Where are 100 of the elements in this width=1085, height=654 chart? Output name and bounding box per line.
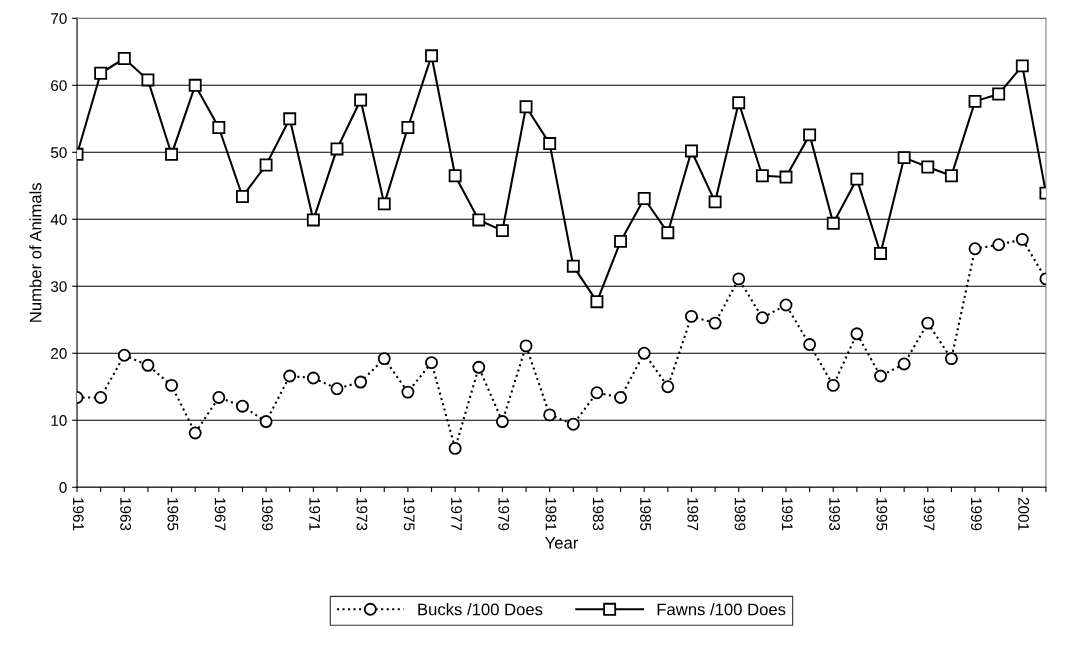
y-tick-label: 30 [50,281,67,292]
point [779,170,793,184]
x-tick-label: 1973 [356,498,368,531]
point [141,73,155,87]
x-tick-label: 1987 [687,498,699,531]
point [850,327,864,341]
point [803,338,817,352]
x-tick-label: 2001 [1018,497,1030,531]
x-tick-label: 1965 [167,498,179,531]
x-tick-label: 1963 [120,498,132,531]
point [472,213,486,227]
point [897,151,911,165]
point [708,316,722,330]
point [637,346,651,360]
point [354,93,368,107]
point [566,417,580,431]
point [685,309,698,323]
point [874,246,887,260]
x-tick-label: 1971 [309,498,321,531]
x-tick-label: 1991 [781,498,793,531]
point [755,169,769,183]
point [850,172,864,186]
point [543,408,557,422]
x-tick-label: 1997 [923,498,935,531]
point [117,348,131,362]
point [188,426,202,440]
point [543,137,557,151]
point [826,216,840,230]
point [377,352,391,366]
point [259,415,273,429]
y-tick-label: 10 [51,415,67,426]
point [1015,232,1029,246]
y-tick-label: 50 [50,147,67,158]
x-tick-label: 1989 [734,498,746,531]
point [188,78,202,92]
point [944,169,958,183]
point [732,96,746,110]
point [921,316,935,330]
point [590,295,604,309]
x-tick-label: 1969 [261,498,273,531]
y-axis-title: Number of Animals [29,182,42,322]
x-tick-label: 1983 [592,498,604,531]
x-tick-label: 1975 [403,498,415,531]
x-tick-label: 1999 [970,498,982,531]
point [897,357,911,371]
point [661,380,675,394]
point [944,352,958,366]
y-tick-label: 40 [50,214,67,225]
x-tick-label: 1977 [451,498,462,531]
point [685,144,698,158]
x-tick-label: 1993 [829,498,840,531]
point [212,121,226,134]
point [306,371,320,385]
y-tick-label: 0 [59,482,67,493]
point [495,415,509,429]
point [448,441,462,455]
x-tick-label: 1981 [545,498,557,531]
point [968,94,982,108]
point [401,385,415,399]
point [425,49,438,63]
point [732,272,746,286]
point [306,213,320,227]
x-tick-label: 1961 [72,498,84,531]
point [330,142,344,156]
point [354,375,368,389]
point [330,382,344,396]
point [212,391,226,404]
point [921,160,935,174]
x-tick-label: 1985 [640,498,651,531]
point [283,369,297,383]
point [874,369,887,383]
point [1015,59,1029,73]
point [235,399,249,413]
point [779,298,793,312]
point [803,128,817,142]
point [165,378,179,392]
point [283,112,297,126]
y-tick-label: 20 [51,348,67,359]
point [614,391,628,404]
legend-label: Bucks /100 Does [418,603,543,616]
point [826,378,840,392]
x-tick-label: 1967 [214,498,226,531]
point [566,259,580,273]
x-axis-title: Year [545,537,579,549]
point [755,311,769,325]
y-tick-label: 60 [51,80,67,91]
point [165,147,179,161]
point [519,339,533,353]
point [401,121,415,134]
point [94,66,108,80]
point [614,234,628,248]
point [94,391,108,404]
point [495,224,509,238]
point [141,358,155,372]
point [637,192,651,205]
point [661,226,675,240]
x-tick-label: 1979 [498,498,510,531]
point [235,190,249,203]
point [708,195,722,209]
point [259,158,273,172]
